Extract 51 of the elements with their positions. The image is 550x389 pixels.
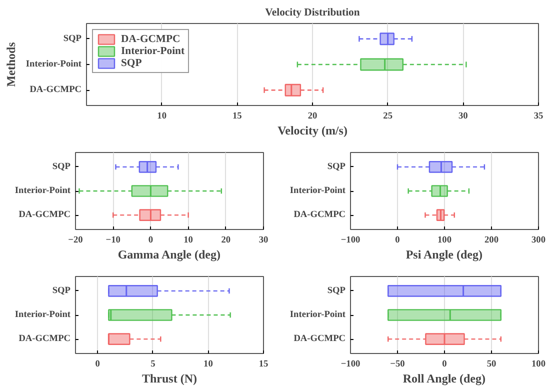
y-tick-label: DA-GCMPC [30,85,82,96]
x-tick-label: −10 [106,236,121,246]
x-axis-title: Psi Angle (deg) [406,248,483,262]
y-tick-label: DA-GCMPC [294,334,346,344]
x-tick-label: 35 [534,112,544,122]
y-tick-label: SQP [52,162,71,172]
x-tick-label: −50 [390,360,406,370]
x-axis-title: Gamma Angle (deg) [118,248,220,262]
x-tick-label: 300 [532,236,546,246]
y-tick-label: DA-GCMPC [294,210,346,220]
y-tick-label: Interior-Point [26,60,82,70]
legend-label: SQP [121,57,142,69]
x-tick-label: 30 [258,236,268,246]
x-axis-title: Roll Angle (deg) [402,372,486,386]
x-tick-label: 10 [157,112,167,122]
x-tick-label: −100 [340,360,360,370]
chart-title: Velocity Distribution [265,8,360,18]
x-tick-label: 0 [442,360,448,370]
y-tick-label: Interior-Point [290,186,346,196]
x-tick-label: 0 [95,360,100,370]
y-tick-label: Interior-Point [290,310,346,320]
x-tick-label: 50 [486,360,496,370]
x-axis-title: Thrust (N) [142,372,198,386]
legend-label: DA-GCMPC [121,33,180,45]
x-tick-label: 10 [204,360,214,370]
x-tick-label: −20 [68,236,84,246]
x-tick-label: 30 [458,112,468,122]
x-tick-label: 100 [532,360,546,370]
x-tick-label: 100 [438,236,452,246]
y-tick-label: DA-GCMPC [18,210,71,220]
y-tick-label: Interior-Point [14,310,72,320]
x-tick-label: 0 [148,236,154,246]
y-axis-title: Methods [4,42,18,87]
x-tick-label: 20 [308,112,318,122]
y-tick-label: DA-GCMPC [18,334,71,344]
x-tick-label: 0 [395,236,400,246]
x-tick-label: 15 [232,112,242,122]
y-tick-label: SQP [327,286,346,296]
legend-label: Interior-Point [121,45,185,57]
x-tick-label: 25 [383,112,393,122]
y-tick-label: SQP [63,34,82,44]
y-tick-label: Interior-Point [14,186,72,196]
x-axis-title: Velocity (m/s) [278,124,348,138]
x-tick-label: 10 [184,236,194,246]
y-tick-label: SQP [327,162,346,172]
x-tick-label: 200 [484,236,499,246]
x-tick-label: 20 [221,236,231,246]
x-tick-label: 15 [258,360,268,370]
x-tick-label: −100 [340,236,360,246]
y-tick-label: SQP [52,286,71,296]
x-tick-label: 5 [150,360,156,370]
